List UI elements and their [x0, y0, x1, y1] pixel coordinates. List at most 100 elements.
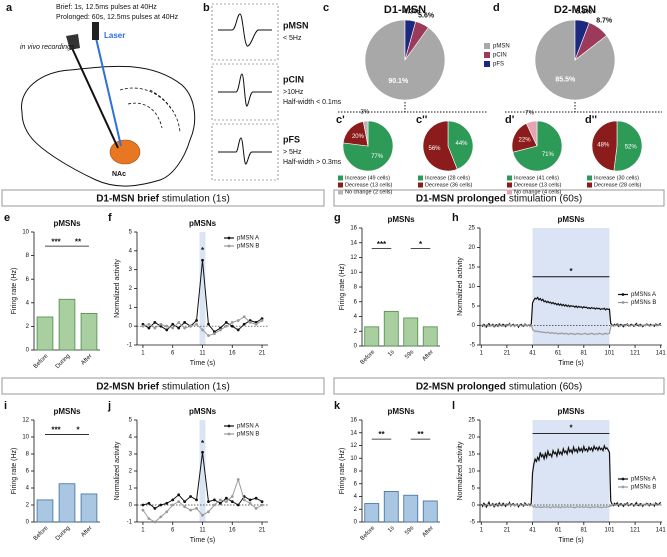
series-marker [183, 321, 187, 324]
series-marker [153, 326, 157, 330]
series-marker [195, 507, 198, 510]
x-tick-label: 21 [259, 351, 266, 357]
x-tick-label: 16 [229, 528, 236, 534]
x-tick-label: 21 [504, 351, 511, 357]
series-marker [141, 508, 145, 512]
panel-letter: h [452, 212, 459, 224]
y-tick-label: 6 [354, 299, 358, 305]
panel-b: b pMSN < 5Hz pCIN >10Hz Half-width < 0.1… [203, 2, 342, 181]
y-tick-label: -5 [470, 343, 476, 349]
series-marker [242, 315, 246, 319]
section-headers: D1-MSN brief stimulation (1s) D1-MSN prol… [1, 189, 665, 395]
series-marker [171, 326, 175, 330]
series-marker [254, 496, 258, 500]
protocol-brief: Brief: 1s, 12.5ms pulses at 40Hz [56, 4, 157, 11]
legend-label: No change (4 cells) [514, 189, 562, 195]
y-tick-label: 10 [350, 456, 357, 462]
series-marker [153, 520, 157, 524]
y-tick-label: 12 [350, 443, 357, 449]
legend-swatch [587, 175, 592, 181]
series-marker [207, 510, 210, 514]
series-marker [147, 326, 151, 330]
x-axis-label: Time (s) [190, 360, 215, 367]
section-header: D2-MSN prolonged stimulation (60s) [416, 381, 582, 392]
pie-slice [511, 122, 538, 153]
panel-a: a Brief: 1s, 12.5ms pulses at 40Hz Prolo… [6, 2, 196, 187]
series-marker [153, 321, 157, 324]
x-tick-label: 41 [529, 351, 536, 357]
panel-letter: d [493, 2, 500, 14]
x-tick-label: 141 [656, 528, 667, 534]
header-text: stimulation (1s) [162, 381, 230, 392]
series-marker [189, 495, 192, 498]
legend-swatch [484, 52, 490, 58]
y-axis-label: Firing rate (Hz) [339, 264, 346, 311]
x-tick-label: 81 [580, 351, 587, 357]
legend-marker [227, 244, 231, 248]
cell-criterion: >10Hz [283, 89, 304, 96]
y-tick-label: 8 [26, 253, 30, 259]
x-tick-label: 1 [480, 528, 484, 534]
y-axis-label: Firing rate (Hz) [11, 268, 18, 315]
slice-label: 22% [519, 138, 532, 144]
series-marker [207, 500, 210, 503]
y-tick-label: 5 [129, 418, 133, 424]
series-marker [165, 510, 169, 514]
significance-label: ** [75, 237, 82, 246]
y-tick-label: 0 [26, 348, 30, 354]
x-tick-label: After [80, 353, 93, 366]
series-marker [141, 324, 145, 328]
significance-label: * [201, 439, 205, 448]
legend-swatch [507, 175, 512, 181]
x-tick-label: Before [33, 525, 50, 542]
series-marker [230, 321, 234, 324]
series-marker [248, 501, 252, 505]
series-marker [260, 503, 264, 507]
header-box [1, 377, 325, 395]
pie-slice [404, 19, 417, 61]
bar [422, 326, 438, 347]
legend-label: Increase (30 cells) [594, 175, 639, 181]
brain-structures [119, 87, 181, 133]
legend-label: Increase (49 cells) [345, 175, 390, 181]
legend-marker [621, 301, 625, 304]
cell-criterion: Half-width > 0.3ms [283, 159, 342, 166]
series-marker [195, 319, 198, 322]
recording-electrode [71, 47, 119, 149]
panel-letter: d' [505, 114, 515, 126]
series-marker [224, 321, 228, 324]
protocol-prolonged: Prolonged: 60s, 12.5ms pulses at 40Hz [56, 14, 179, 21]
x-tick-label: 141 [656, 351, 667, 357]
chart-title: pMSNs [53, 219, 81, 228]
series-marker [254, 507, 258, 510]
series-marker [201, 258, 204, 262]
chart-title: pMSNs [189, 407, 217, 416]
stimulation-window [199, 232, 206, 345]
y-tick-label: 5 [129, 230, 133, 236]
legend-label: pFS [493, 62, 504, 68]
y-tick-label: 4 [26, 300, 30, 306]
y-tick-label: 6 [26, 469, 30, 475]
bar [422, 500, 438, 523]
legend-label: pMSNs B [631, 485, 656, 491]
x-tick-label: 6 [171, 351, 175, 357]
y-tick-label: 4 [129, 248, 133, 254]
legend-swatch [507, 182, 512, 188]
y-tick-label: 2 [26, 503, 30, 509]
legend-swatch [338, 175, 343, 181]
significance-label: *** [51, 237, 61, 246]
x-tick-label: 59s [404, 349, 415, 360]
legend-label: Decrease (28 cells) [594, 182, 642, 188]
series-marker [213, 503, 216, 507]
series-marker [236, 328, 240, 332]
y-tick-label: 10 [350, 270, 357, 276]
header-bold: D1-MSN prolonged [416, 193, 506, 204]
pie-slice [613, 120, 643, 172]
cell-type: pMSN [283, 20, 309, 30]
bar [80, 493, 98, 523]
series-marker [242, 498, 246, 502]
y-tick-label: 4 [129, 435, 133, 441]
electrode-head [66, 34, 80, 50]
panel-letter: c' [336, 114, 345, 126]
series-marker [195, 498, 198, 502]
